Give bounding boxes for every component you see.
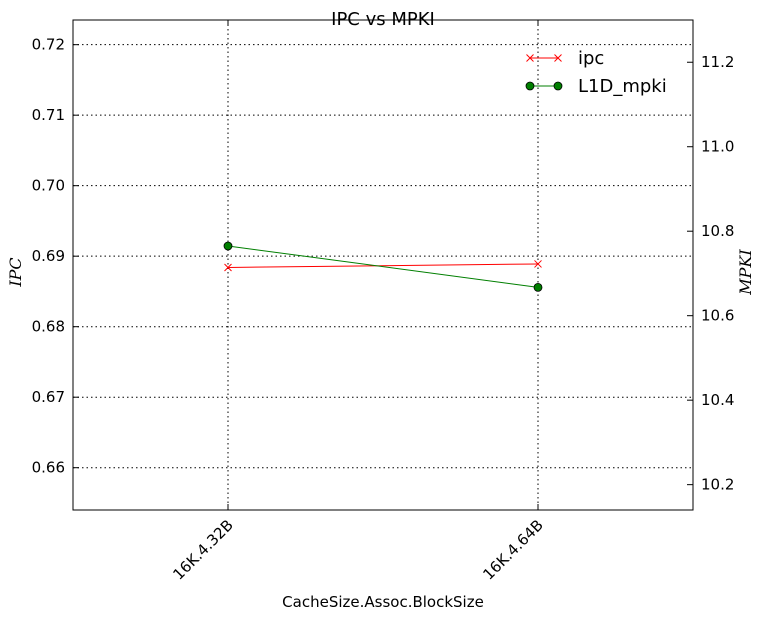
y-right-tick-label: 11.2: [701, 53, 734, 71]
legend-label: ipc: [578, 48, 604, 69]
data-point-ipc: [224, 263, 232, 272]
y-right-tick-label: 10.2: [701, 476, 734, 494]
y-left-tick-label: 0.72: [32, 36, 65, 54]
y-left-tick-label: 0.70: [32, 177, 65, 195]
x-tick-label: 16K.4.64B: [479, 516, 546, 583]
y-right-tick-label: 10.8: [701, 222, 734, 240]
x-axis-label: CacheSize.Assoc.BlockSize: [282, 593, 484, 611]
plot-frame: [72, 19, 694, 511]
legend-item-L1D_mpki: L1D_mpki: [525, 76, 667, 97]
y-left-tick-label: 0.69: [32, 247, 65, 265]
series-layer: [223, 241, 543, 292]
tick-layer: 0.66 0.67 0.68 0.69 0.70 0.71 0.72 10.2 10.4 10.6…: [32, 20, 734, 584]
legend-label: L1D_mpki: [578, 76, 667, 97]
legend-marker: [525, 81, 535, 91]
data-point-L1D_mpki: [533, 282, 543, 292]
series-line-ipc: [227, 263, 539, 268]
legend-item-ipc: ipc: [526, 48, 604, 69]
x-tick-label: 16K.4.32B: [169, 516, 236, 583]
y-left-tick-label: 0.68: [32, 318, 65, 336]
y-axis-left-label: IPC: [6, 257, 25, 287]
y-left-tick-label: 0.71: [32, 106, 65, 124]
data-point-L1D_mpki: [223, 241, 233, 251]
grid-lines: [73, 20, 693, 510]
data-point-ipc: [534, 260, 542, 268]
y-left-tick-label: 0.66: [32, 459, 65, 477]
y-right-tick-label: 10.4: [701, 391, 734, 409]
legend: ipc L1D_mpki: [525, 48, 667, 97]
legend-marker: [526, 54, 534, 62]
series-line-L1D_mpki: [227, 245, 539, 288]
y-right-tick-label: 11.0: [701, 138, 734, 156]
y-axis-right-label: MPKI: [736, 249, 755, 296]
legend-marker: [554, 54, 562, 62]
chart-title: IPC vs MPKI: [331, 9, 435, 30]
y-right-tick-label: 10.6: [701, 307, 734, 325]
legend-marker: [553, 81, 563, 91]
y-left-tick-label: 0.67: [32, 388, 65, 406]
